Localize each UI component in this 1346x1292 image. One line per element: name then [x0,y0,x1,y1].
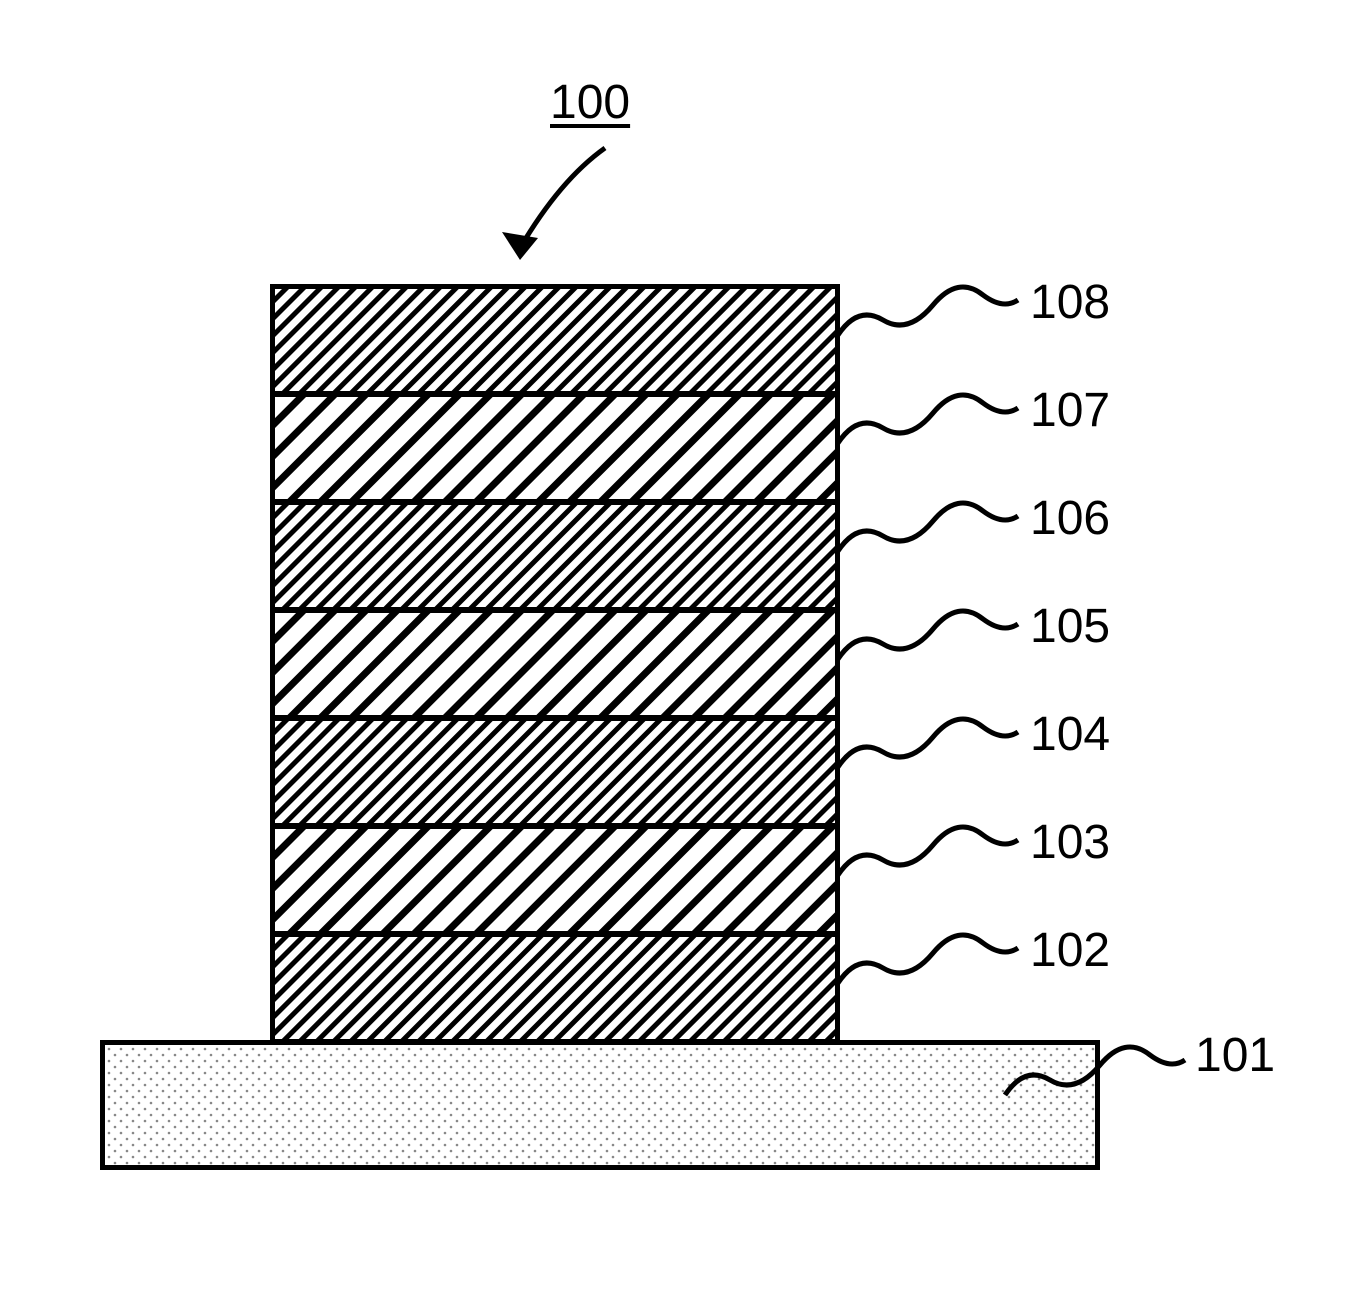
leader-101 [0,0,1346,1292]
diagram-canvas: 100 [0,0,1346,1292]
label-101: 101 [1195,1028,1275,1083]
label-108: 108 [1030,275,1110,330]
label-103: 103 [1030,815,1110,870]
label-107: 107 [1030,383,1110,438]
label-102: 102 [1030,923,1110,978]
label-104: 104 [1030,707,1110,762]
label-106: 106 [1030,491,1110,546]
label-105: 105 [1030,599,1110,654]
